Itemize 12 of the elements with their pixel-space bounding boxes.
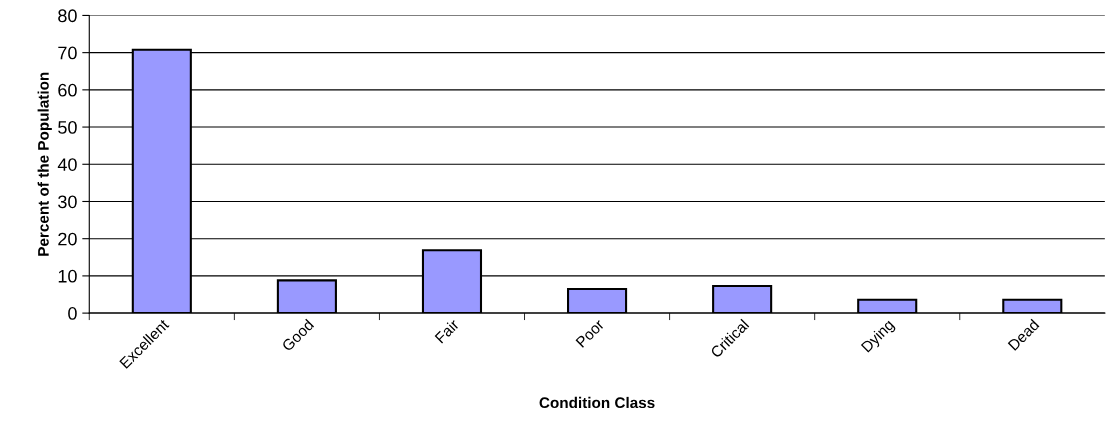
x-tick-label: Fair <box>434 318 460 344</box>
y-tick-label: 50 <box>58 121 77 134</box>
y-tick-label: 20 <box>58 232 77 246</box>
y-tick-label: 60 <box>58 83 77 97</box>
y-tick-label: 0 <box>68 307 77 320</box>
y-tick-label: 70 <box>58 46 77 60</box>
y-tick-label: 10 <box>58 269 77 283</box>
y-tick-label: 80 <box>58 9 77 23</box>
y-axis-title: Percent of the Population <box>37 72 52 256</box>
x-axis-title: Condition Class <box>539 396 655 409</box>
y-tick-label: 40 <box>57 158 77 171</box>
y-tick-label: 30 <box>58 195 77 209</box>
